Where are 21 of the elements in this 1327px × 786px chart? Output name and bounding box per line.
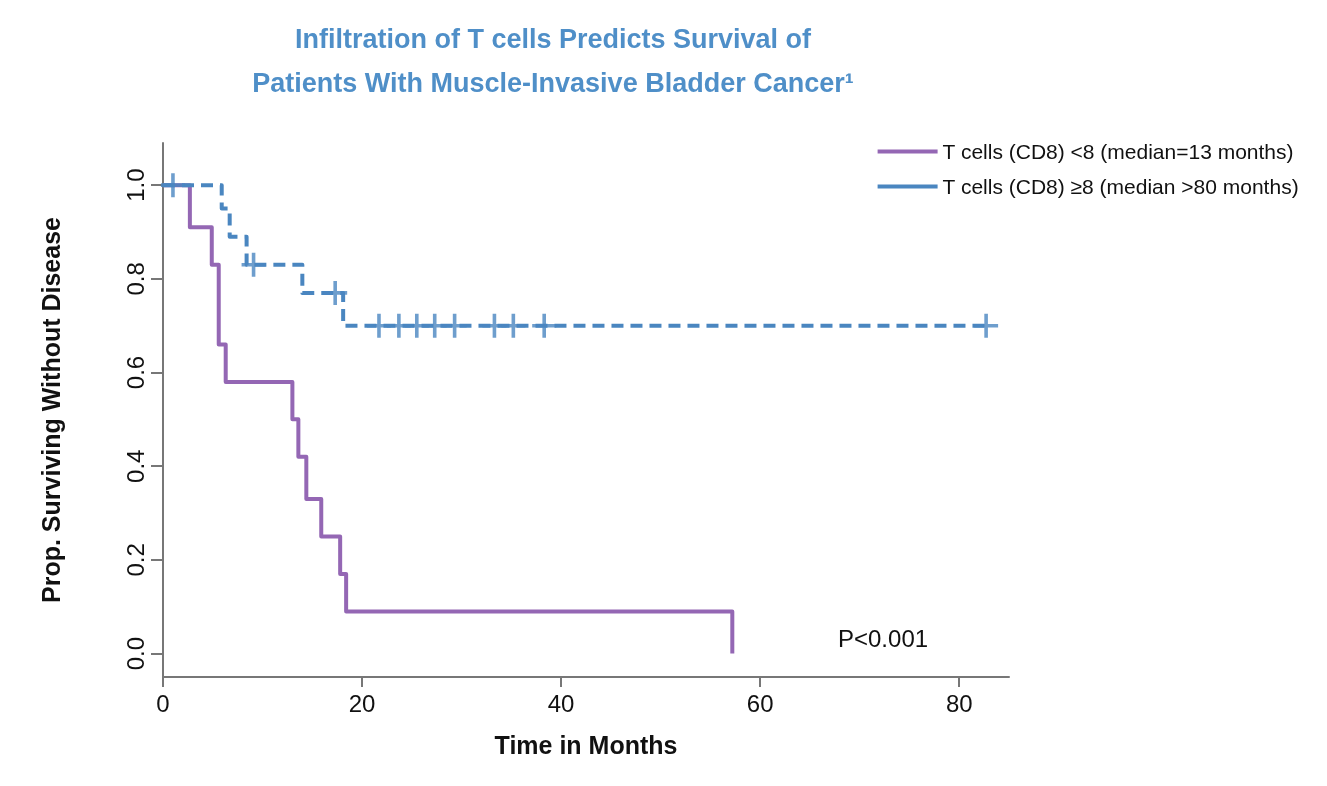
y-tick-label: 0.8 — [121, 262, 149, 296]
x-tick-label: 60 — [746, 689, 774, 717]
x-tick-label: 20 — [348, 689, 376, 717]
y-axis-title: Prop. Surviving Without Disease — [36, 216, 65, 603]
x-tick-label: 0 — [156, 689, 170, 717]
y-tick-label: 0.6 — [121, 355, 149, 390]
x-axis-title: Time in Months — [494, 730, 678, 759]
x-tick-label: 80 — [945, 689, 973, 717]
y-tick-label: 0.4 — [121, 449, 149, 483]
annotation: P<0.001 — [838, 624, 929, 652]
legend-label: T cells (CD8) ≥8 (median >80 months) — [942, 175, 1299, 198]
point — [160, 173, 185, 198]
chart-title: Infiltration of T cells Predicts Survival of Patients With Muscle-Invasive Bladder Cancer¹ — [252, 24, 854, 98]
y-tick-label: 1.0 — [121, 168, 149, 202]
x-tick-label: 40 — [547, 689, 575, 717]
point — [532, 313, 557, 338]
legend-label: T cells (CD8) <8 (median=13 months) — [942, 140, 1294, 163]
y-tick-label: 0.0 — [121, 636, 149, 671]
point — [241, 252, 266, 277]
point — [974, 313, 999, 338]
y-tick-label: 0.2 — [121, 543, 149, 577]
